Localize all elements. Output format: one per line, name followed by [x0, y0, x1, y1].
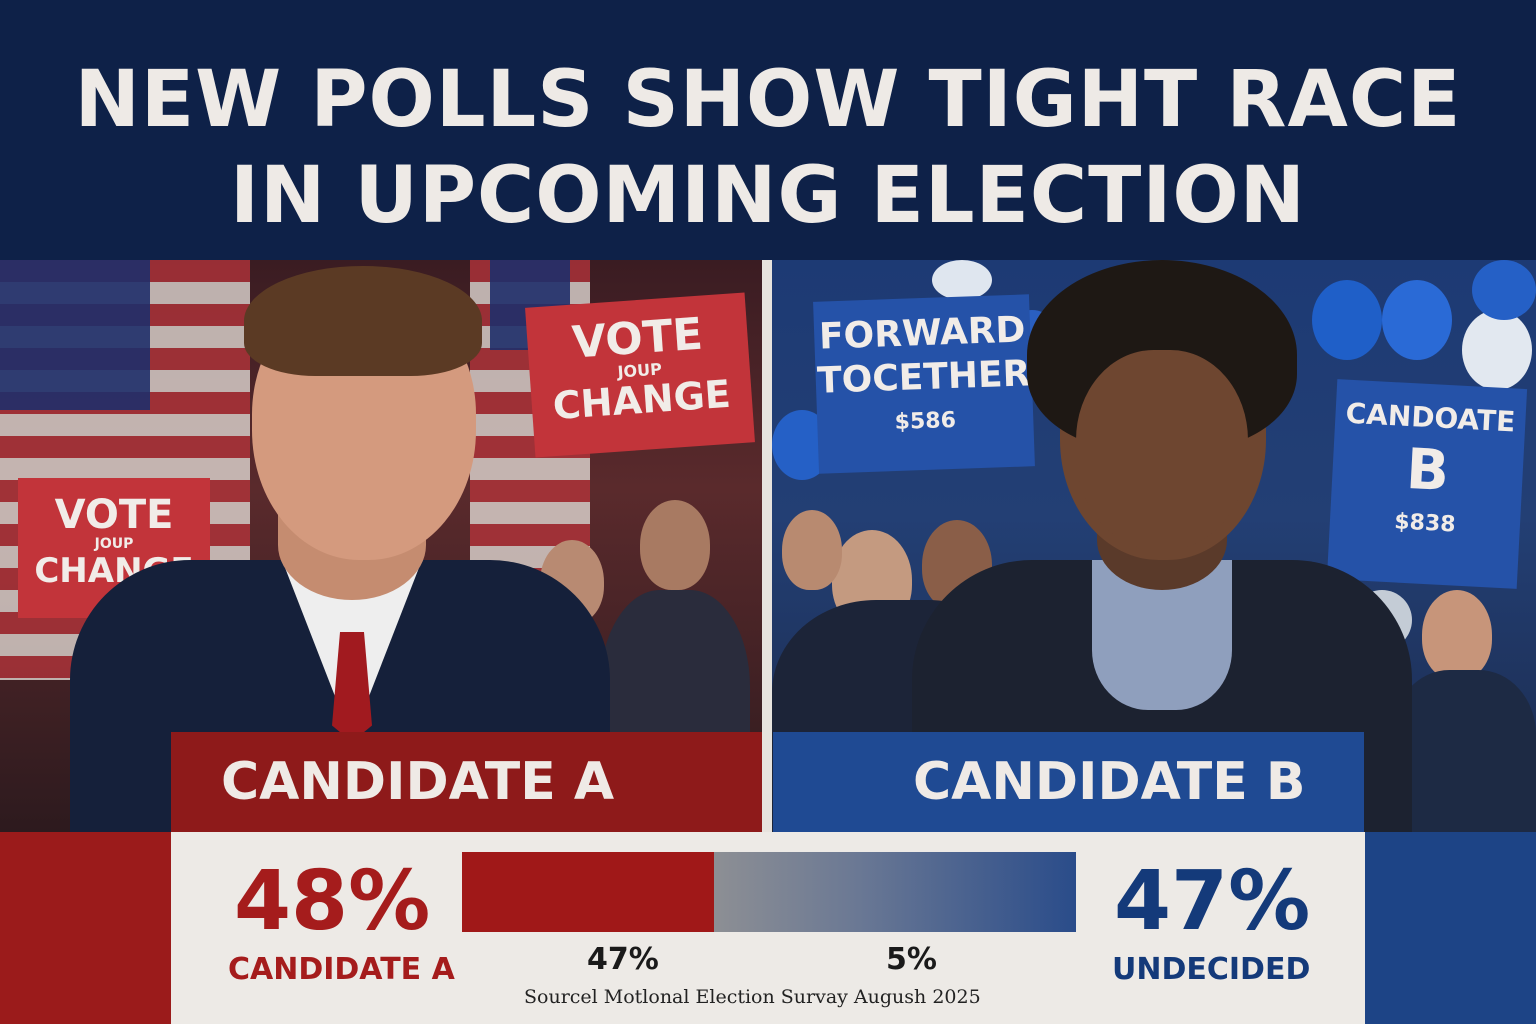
- undecided-label: UNDECIDED: [1112, 952, 1311, 987]
- bar-sub-label-left: 47%: [587, 942, 659, 977]
- poll-results: 48% CANDIDATE A 47% 5% Sourcel Motlonal …: [0, 832, 1536, 1024]
- headline-title: NEW POLLS SHOW TIGHT RACE IN UPCOMING EL…: [0, 52, 1536, 244]
- panel-divider: [762, 260, 772, 832]
- candidate-a-percent: 48%: [234, 854, 431, 949]
- candidate-b-name-box: CANDIDATE B: [773, 732, 1364, 832]
- poll-bar-red-segment: [462, 852, 714, 932]
- candidate-a-name-box: CANDIDATE A: [171, 732, 762, 832]
- crowd-body: [1392, 670, 1536, 832]
- candidate-b-name: CANDIDATE B: [913, 752, 1306, 812]
- balloon: [1382, 280, 1452, 360]
- tie: [332, 632, 372, 742]
- accent-edge-left: [0, 832, 171, 1024]
- balloon: [1312, 280, 1382, 360]
- headline-banner: NEW POLLS SHOW TIGHT RACE IN UPCOMING EL…: [0, 0, 1536, 260]
- crowd-person: [782, 510, 842, 590]
- headline-line-2: IN UPCOMING ELECTION: [230, 151, 1306, 241]
- balloon: [1472, 260, 1536, 320]
- hair: [244, 266, 482, 376]
- poll-bar: [462, 852, 1076, 932]
- accent-edge-right: [1365, 832, 1536, 1024]
- crowd-person: [640, 500, 710, 590]
- balloon: [1462, 310, 1532, 390]
- flag-canton-left: [0, 260, 150, 410]
- candidate-a-name: CANDIDATE A: [221, 752, 615, 812]
- bar-sub-label-right: 5%: [886, 942, 937, 977]
- crowd-person: [1422, 590, 1492, 680]
- balloon: [932, 260, 992, 300]
- undecided-percent: 47%: [1114, 854, 1311, 949]
- candidate-a-label: CANDIDATE A: [228, 952, 455, 987]
- face-front: [1076, 350, 1248, 550]
- poll-bar-blue-segment: [713, 852, 1076, 932]
- sign-line-1: VOTE: [54, 492, 174, 538]
- candidate-a-photo: VOTE JOUP CHANGE VOTE JOUP CHANGE: [0, 260, 762, 832]
- source-caption: Sourcel Motlonal Election Survay Augush …: [524, 986, 981, 1008]
- headline-line-1: NEW POLLS SHOW TIGHT RACE: [74, 55, 1462, 145]
- sign-line-2: JOUP: [94, 536, 134, 552]
